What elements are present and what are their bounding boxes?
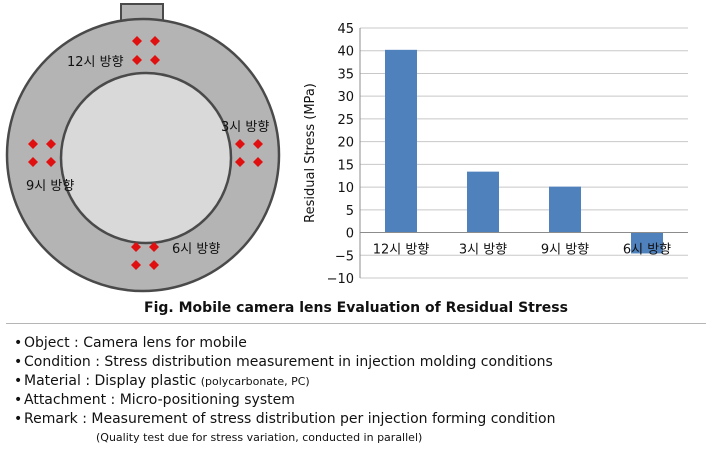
y-tick-label: 30 xyxy=(337,90,354,105)
y-tick-label: 35 xyxy=(337,67,354,82)
info-attachment: • Attachment : Micro-positioning system xyxy=(14,391,704,410)
y-tick-label: 5 xyxy=(346,204,354,219)
divider-line xyxy=(6,323,706,324)
bullet-icon: • xyxy=(14,392,23,408)
y-tick-label: 25 xyxy=(337,113,354,128)
x-tick-label: 6시 방향 xyxy=(623,243,671,258)
markers-12 xyxy=(132,36,160,65)
marker-diamond xyxy=(46,139,56,149)
marker-diamond xyxy=(132,55,142,65)
y-tick-label: 40 xyxy=(337,45,354,60)
marker-diamond xyxy=(253,139,263,149)
marker-diamond xyxy=(46,157,56,167)
info-remark-text: Remark : Measurement of stress distribut… xyxy=(24,411,556,427)
marker-diamond xyxy=(253,157,263,167)
info-remark-note: (Quality test due for stress variation, … xyxy=(96,431,423,444)
marker-diamond xyxy=(28,157,38,167)
lens-inner-disc xyxy=(59,71,233,245)
y-tick-label: 45 xyxy=(337,22,354,37)
y-tick-label: 10 xyxy=(337,181,354,196)
label-12-oclock: 12시 방향 xyxy=(67,55,124,70)
marker-diamond xyxy=(150,36,160,46)
bullet-icon: • xyxy=(14,354,23,370)
bullet-icon: • xyxy=(14,411,23,427)
y-tick-label: 15 xyxy=(337,158,354,173)
marker-diamond xyxy=(149,260,159,270)
info-object: • Object : Camera lens for mobile xyxy=(14,334,704,353)
label-3-oclock: 3시 방향 xyxy=(221,120,269,135)
label-9-oclock: 9시 방향 xyxy=(26,179,74,194)
y-tick-label: −10 xyxy=(327,272,354,287)
marker-diamond xyxy=(131,260,141,270)
marker-diamond xyxy=(149,242,159,252)
info-material: • Material : Display plastic (polycarbona… xyxy=(14,372,704,391)
bullet-icon: • xyxy=(14,335,23,351)
y-tick-label: 20 xyxy=(337,136,354,151)
y-axis-title: Residual Stress (MPa) xyxy=(303,83,318,223)
residual-stress-chart: 45 40 35 30 25 20 15 10 5 0 −5 −10 12시 방향 3시 방향 9시 방향 6… xyxy=(303,22,688,287)
label-6-oclock: 6시 방향 xyxy=(172,242,220,257)
markers-6 xyxy=(131,242,159,270)
y-tick-label: 0 xyxy=(346,227,354,242)
info-list: • Object : Camera lens for mobile • Condit… xyxy=(14,334,704,446)
marker-diamond xyxy=(235,157,245,167)
x-tick-label: 9시 방향 xyxy=(541,243,589,258)
bar xyxy=(467,171,499,233)
marker-diamond xyxy=(235,139,245,149)
x-tick-label: 12시 방향 xyxy=(373,243,430,258)
x-tick-label: 3시 방향 xyxy=(459,243,507,258)
info-attachment-text: Attachment : Micro-positioning system xyxy=(24,392,295,408)
marker-diamond xyxy=(131,242,141,252)
marker-diamond xyxy=(132,36,142,46)
info-material-note: (polycarbonate, PC) xyxy=(200,375,310,388)
markers-9 xyxy=(28,139,56,167)
info-remark: • Remark : Measurement of stress distribu… xyxy=(14,410,704,429)
marker-diamond xyxy=(28,139,38,149)
lens-diagram: 12시 방향 3시 방향 9시 방향 6시 방향 xyxy=(5,3,281,293)
info-condition: • Condition : Stress distribution measure… xyxy=(14,353,704,372)
y-tick-label: −5 xyxy=(335,249,354,264)
bar xyxy=(631,232,663,254)
info-condition-text: Condition : Stress distribution measurem… xyxy=(24,354,553,370)
bar xyxy=(549,186,581,233)
markers-3 xyxy=(235,139,263,167)
bullet-icon: • xyxy=(14,373,23,389)
figure-caption: Fig. Mobile camera lens Evaluation of Re… xyxy=(144,300,568,316)
bar xyxy=(385,49,417,233)
info-object-text: Object : Camera lens for mobile xyxy=(24,335,247,351)
info-material-text: Material : Display plastic xyxy=(24,373,197,389)
marker-diamond xyxy=(150,55,160,65)
